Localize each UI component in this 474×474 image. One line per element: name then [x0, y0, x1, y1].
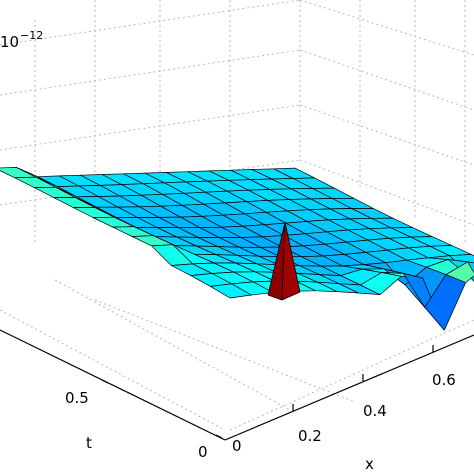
z-scale-base: 10 [0, 33, 19, 51]
spike-face-right [281, 221, 301, 301]
grid-floor [0, 279, 474, 431]
t-axis-label: t [86, 434, 92, 452]
t-axis-line [0, 329, 226, 441]
x-tick-label-0.4: 0.4 [363, 402, 387, 420]
x-tick-label-0.2: 0.2 [298, 427, 322, 445]
axes [0, 329, 474, 441]
z-scale-exponent: −12 [20, 29, 43, 42]
x-tick-label-0: 0 [232, 437, 242, 455]
t-tick-label-0: 0 [198, 443, 208, 461]
x-tick-label-0.6: 0.6 [432, 371, 456, 389]
x-axis-label: x [365, 455, 374, 473]
surface-patch [0, 167, 37, 179]
t-tick-label-0.5: 0.5 [65, 389, 89, 407]
surface-spike [267, 221, 301, 301]
x-axis-line [224, 334, 474, 441]
surface-mesh [0, 167, 474, 331]
surface-patch [467, 261, 474, 274]
